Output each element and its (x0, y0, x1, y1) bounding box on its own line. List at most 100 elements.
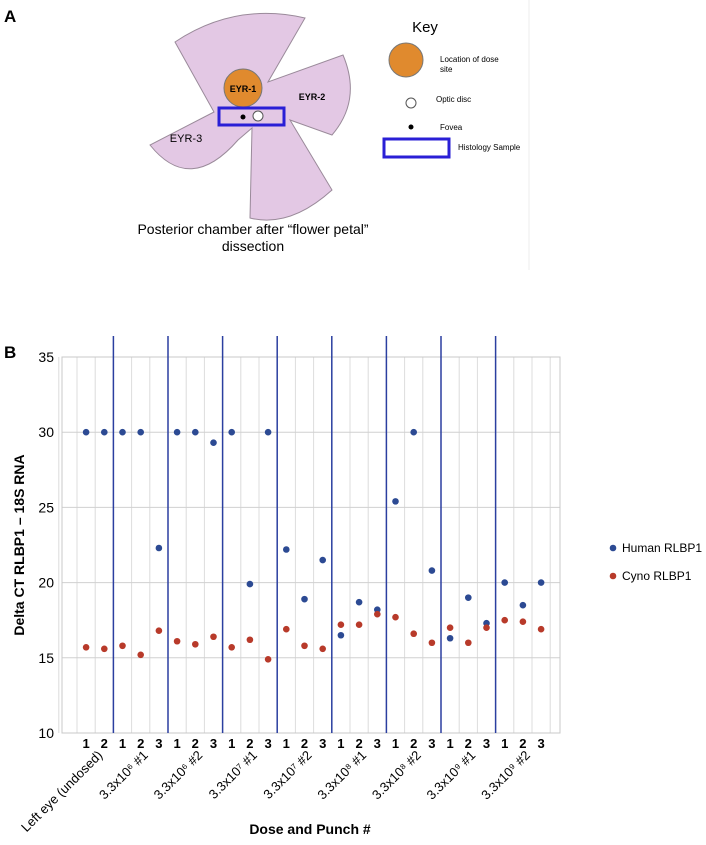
data-point (446, 624, 454, 632)
group-label: 3.3x10⁷ #2 (260, 748, 314, 802)
x-tick-label: 3 (319, 736, 326, 751)
x-tick-label: 2 (465, 736, 472, 751)
data-point (264, 656, 272, 663)
x-tick-label: 1 (283, 736, 290, 751)
legend-label: Human RLBP1 (622, 541, 702, 555)
data-point (519, 601, 527, 609)
data-point (501, 616, 509, 624)
y-tick-label: 15 (38, 650, 54, 666)
x-tick-label: 2 (519, 736, 526, 751)
key-label: site (440, 65, 453, 74)
data-point (228, 643, 235, 651)
data-point (101, 428, 108, 436)
data-point (283, 625, 290, 633)
y-tick-label: 35 (38, 349, 54, 365)
plot-frame (61, 356, 561, 734)
y-tick-label: 10 (38, 725, 54, 741)
data-point (355, 621, 363, 629)
region-label: EYR-3 (170, 133, 202, 145)
data-point (465, 639, 472, 647)
x-tick-label: 3 (210, 736, 217, 751)
key-label: Optic disc (436, 95, 471, 104)
key-icon (405, 97, 417, 109)
y-tick-label: 20 (38, 575, 54, 591)
data-point (392, 613, 399, 621)
data-point (173, 637, 181, 645)
x-tick-label: 1 (446, 736, 453, 751)
histology-sample (217, 106, 286, 127)
group-label: Left eye (undosed) (18, 748, 105, 835)
y-tick-label: 30 (38, 424, 54, 440)
data-point (465, 594, 472, 601)
data-point (355, 598, 363, 606)
data-point (155, 627, 163, 635)
data-point (155, 544, 163, 552)
x-tick-label: 3 (155, 736, 162, 751)
x-tick-label: 3 (537, 736, 544, 751)
x-tick-label: 3 (264, 736, 271, 751)
data-point (374, 610, 381, 618)
data-point (137, 651, 144, 659)
data-point (301, 595, 308, 603)
group-label: 3.3x10⁶ #2 (151, 748, 206, 803)
key-label: Fovea (440, 123, 463, 132)
group-label: 3.3x10⁶ #1 (96, 748, 151, 803)
data-point (392, 498, 399, 505)
x-tick-label: 2 (192, 736, 199, 751)
x-tick-label: 1 (173, 736, 180, 751)
dissection-diagram: EYR-1 EYR-2 EYR-3 Posterior chamber afte… (137, 13, 521, 254)
x-tick-label: 3 (374, 736, 381, 751)
data-point (319, 645, 327, 653)
group-label: 3.3x10⁷ #1 (206, 748, 260, 802)
data-point (337, 621, 345, 629)
caption: dissection (222, 238, 284, 254)
data-point (428, 639, 436, 647)
optic-disc (252, 110, 264, 122)
data-point (319, 556, 327, 564)
legend-label: Cyno RLBP1 (622, 569, 692, 583)
data-point (246, 580, 254, 588)
data-point (101, 645, 108, 653)
x-tick-label: 1 (392, 736, 399, 751)
data-point (210, 633, 217, 641)
region-label: EYR-1 (230, 84, 257, 94)
panel-label: A (4, 7, 16, 26)
data-point (537, 625, 545, 633)
data-point (82, 643, 90, 651)
data-point (119, 642, 126, 650)
group-label: 3.3x10⁸ #1 (314, 748, 369, 803)
legend-marker (609, 544, 617, 552)
group-label: 3.3x10⁹ #2 (478, 748, 533, 803)
data-point (119, 428, 126, 436)
data-point (82, 428, 90, 436)
x-tick-label: 3 (428, 736, 435, 751)
x-tick-label: 1 (337, 736, 344, 751)
data-point (410, 428, 418, 436)
data-point (374, 606, 381, 613)
data-point (264, 428, 272, 436)
key-label: Location of dose (440, 55, 499, 64)
petal-shape (149, 13, 351, 221)
data-point (519, 618, 527, 626)
x-tick-label: 2 (246, 736, 253, 751)
key-icon (408, 124, 414, 130)
data-point (410, 630, 418, 638)
data-point (173, 428, 181, 436)
x-tick-label: 3 (483, 736, 490, 751)
key-icon (388, 42, 424, 78)
x-tick-label: 1 (119, 736, 126, 751)
y-tick-label: 25 (38, 499, 54, 515)
data-point (428, 567, 436, 574)
y-axis-title: Delta CT RLBP1 – 18S RNA (11, 454, 27, 635)
data-point (246, 636, 254, 644)
x-tick-label: 1 (501, 736, 508, 751)
data-point (283, 546, 290, 553)
data-point (192, 428, 199, 436)
data-point (537, 579, 545, 586)
x-axis-title: Dose and Punch # (249, 821, 371, 837)
x-tick-label: 1 (228, 736, 235, 751)
key-icon (382, 137, 451, 159)
data-point (483, 624, 490, 632)
